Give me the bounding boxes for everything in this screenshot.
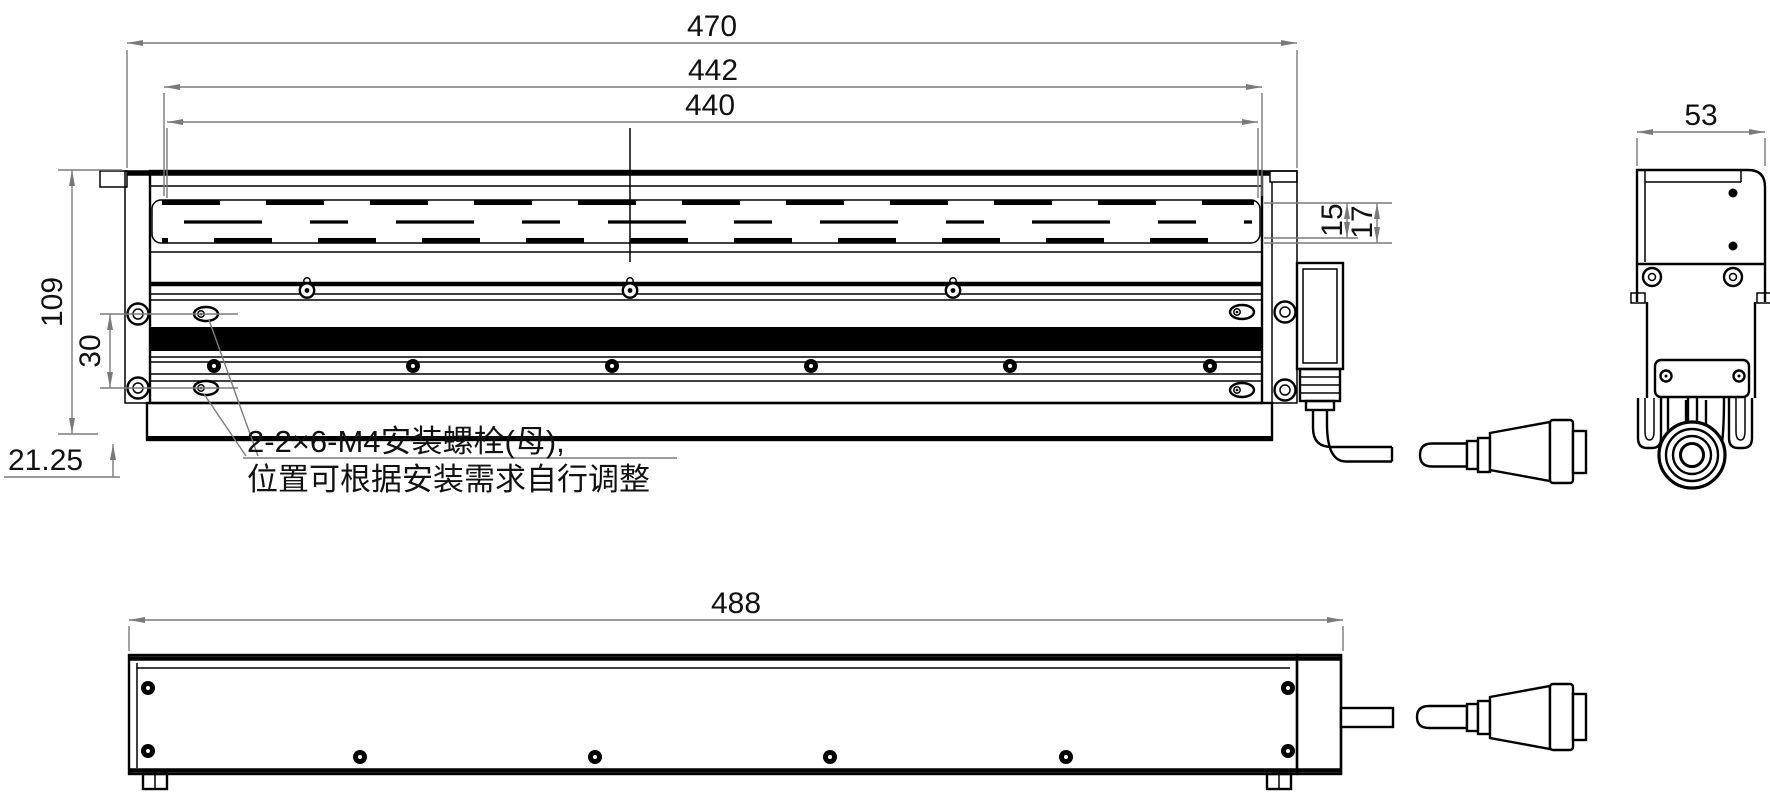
bottom-view — [127, 653, 1588, 791]
dim-window-height-inner: 15 — [1316, 203, 1349, 236]
end-cap — [1295, 653, 1343, 776]
leader-note: 2-2×6-M4安装螺栓(母), 位置可根据安装需求自行调整 — [203, 319, 677, 497]
dimensions: 470 442 440 109 30 21.25 15 17 — [4, 10, 1766, 651]
cable-plug-front — [1418, 418, 1588, 485]
housing-outline — [148, 169, 1264, 405]
dim-bottom-offset: 21.25 — [8, 444, 83, 477]
left-mount-bracket — [124, 170, 151, 404]
cable-clamp-block — [1653, 358, 1751, 399]
dim-side-depth: 53 — [1684, 99, 1717, 132]
light-window — [151, 199, 1261, 244]
dim-window-width-outer: 442 — [688, 54, 738, 87]
black-strip — [150, 327, 1262, 351]
side-pin-hole — [1728, 188, 1738, 198]
right-mount-bracket — [1261, 170, 1298, 404]
cable-roller — [1657, 420, 1727, 490]
dim-overall-width: 470 — [687, 10, 737, 43]
note-line-2: 位置可根据安装需求自行调整 — [247, 462, 650, 497]
dim-overall-length: 488 — [711, 587, 761, 620]
right-top-tab — [1269, 170, 1298, 183]
bottom-screws — [141, 681, 1295, 764]
side-pin-hole — [1728, 241, 1738, 251]
dim-window-height-outer: 17 — [1346, 205, 1379, 238]
upper-screw-row — [298, 277, 962, 299]
dim-mount-hole-spacing: 30 — [74, 334, 107, 367]
cable-bend — [1311, 410, 1394, 463]
mount-feet — [141, 772, 1293, 791]
front-view — [99, 128, 1588, 485]
lower-screw-row — [207, 359, 1217, 373]
left-top-tab — [99, 170, 128, 188]
note-line-1: 2-2×6-M4安装螺栓(母), — [247, 424, 565, 459]
side-view — [1630, 168, 1770, 490]
cable-stub — [1339, 706, 1395, 729]
connector-box — [1295, 261, 1345, 412]
side-screws — [1641, 266, 1744, 288]
cable-plug-bottom — [1415, 682, 1588, 752]
dim-body-height: 109 — [36, 277, 69, 327]
dim-window-width: 440 — [685, 89, 735, 122]
